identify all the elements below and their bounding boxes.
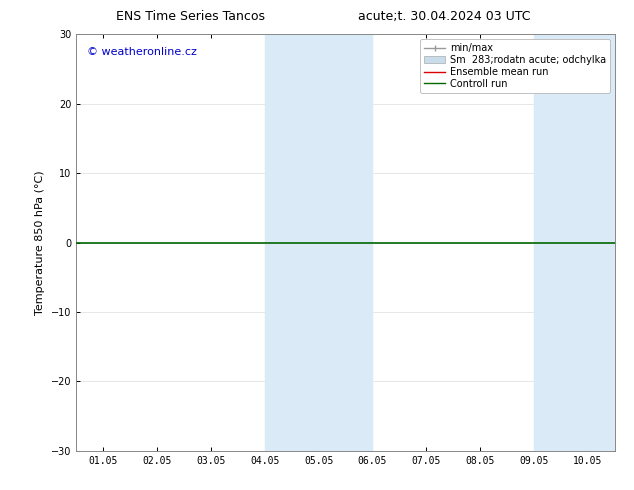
Bar <box>534 34 615 451</box>
Legend: min/max, Sm  283;rodatn acute; odchylka, Ensemble mean run, Controll run: min/max, Sm 283;rodatn acute; odchylka, … <box>420 39 610 93</box>
Text: acute;t. 30.04.2024 03 UTC: acute;t. 30.04.2024 03 UTC <box>358 10 530 23</box>
Text: ENS Time Series Tancos: ENS Time Series Tancos <box>115 10 265 23</box>
Bar <box>265 34 373 451</box>
Text: © weatheronline.cz: © weatheronline.cz <box>87 47 197 57</box>
Y-axis label: Temperature 850 hPa (°C): Temperature 850 hPa (°C) <box>35 170 45 315</box>
